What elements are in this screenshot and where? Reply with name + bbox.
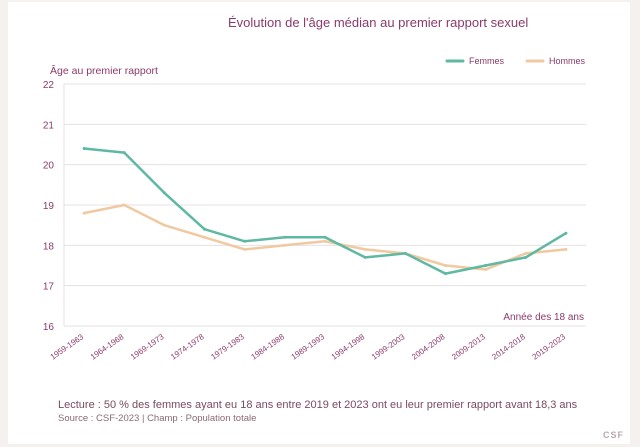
data-point-femmes — [484, 264, 488, 267]
y-tick-label: 17 — [43, 282, 55, 293]
x-axis-label: Année des 18 ans — [503, 312, 584, 323]
line-chart: Évolution de l'âge médian au premier rap… — [43, 15, 586, 362]
x-tick-label: 2014-2018 — [490, 332, 527, 362]
data-point-hommes — [82, 211, 86, 215]
data-point-hommes — [363, 247, 367, 251]
data-point-hommes — [122, 203, 126, 207]
x-tick-label: 1969-1973 — [129, 332, 166, 362]
data-point-hommes — [243, 247, 247, 251]
data-point-hommes — [283, 243, 287, 247]
x-tick-label: 2004-2008 — [410, 332, 447, 362]
x-tick-label: 2009-2013 — [450, 332, 487, 362]
y-tick-label: 22 — [43, 80, 55, 91]
y-tick-label: 16 — [43, 322, 55, 333]
data-point-femmes — [203, 227, 207, 231]
x-tick-label: 1964-1968 — [89, 332, 126, 362]
data-point-femmes — [162, 191, 166, 195]
y-tick-label: 18 — [43, 241, 55, 252]
data-point-femmes — [243, 239, 247, 243]
chart-card: Évolution de l'âge médian au premier rap… — [8, 2, 630, 444]
y-tick-label: 21 — [43, 120, 55, 131]
data-point-femmes — [403, 251, 407, 255]
data-point-hommes — [524, 251, 528, 255]
data-point-hommes — [203, 235, 207, 239]
data-point-hommes — [162, 223, 166, 227]
reading-note: Lecture : 50 % des femmes ayant eu 18 an… — [58, 399, 578, 411]
data-point-femmes — [443, 272, 447, 276]
legend-label-femmes: Femmes — [469, 56, 505, 66]
legend-label-hommes: Hommes — [549, 56, 586, 66]
data-point-hommes — [443, 264, 447, 267]
data-point-hommes — [564, 247, 568, 251]
series-line-femmes — [82, 147, 568, 275]
source-note: Source : CSF-2023 | Champ : Population t… — [58, 413, 257, 424]
data-point-femmes — [82, 147, 86, 151]
data-point-femmes — [363, 255, 367, 259]
x-tick-label: 2019-2023 — [531, 332, 568, 362]
x-tick-label: 1979-1983 — [209, 332, 246, 362]
y-tick-label: 20 — [43, 161, 55, 172]
data-point-hommes — [484, 268, 488, 272]
x-tick-label: 1984-1988 — [249, 332, 286, 362]
data-point-femmes — [524, 255, 528, 259]
y-axis-label: Âge au premier rapport — [50, 64, 158, 77]
data-point-hommes — [323, 239, 327, 243]
x-tick-label: 1959-1963 — [49, 332, 86, 362]
data-point-femmes — [283, 235, 287, 239]
brand-logo: CSF — [603, 430, 624, 440]
x-tick-label: 1994-1998 — [330, 332, 367, 362]
data-point-femmes — [564, 231, 568, 235]
x-tick-label: 1989-1993 — [290, 332, 327, 362]
chart-title: Évolution de l'âge médian au premier rap… — [228, 15, 528, 30]
data-point-femmes — [122, 151, 126, 155]
data-point-femmes — [323, 235, 327, 239]
x-tick-label: 1974-1978 — [169, 332, 206, 362]
y-tick-label: 19 — [43, 201, 55, 212]
x-tick-label: 1999-2003 — [370, 332, 407, 362]
